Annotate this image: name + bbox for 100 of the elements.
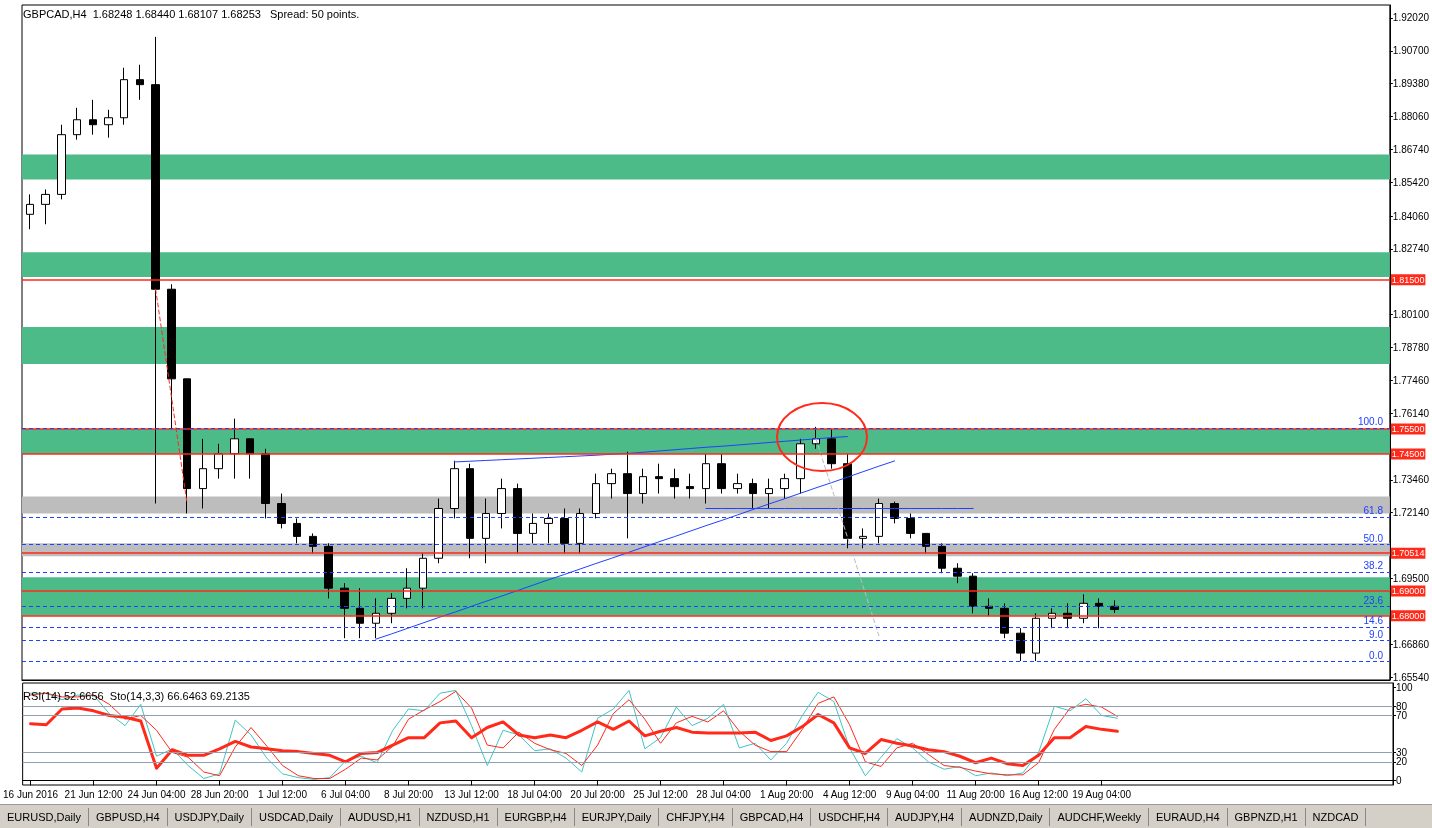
candlestick — [655, 463, 663, 495]
y-tick-label: 1.92020 — [1392, 12, 1430, 24]
x-tick-label: 13 Jul 12:00 — [444, 788, 500, 800]
ref-line-label: 1.69000 — [1391, 585, 1425, 596]
chart-subtitle: Spread: 50 points. — [270, 7, 360, 20]
candlestick — [73, 107, 81, 141]
ref-line-label: 1.75500 — [1391, 424, 1425, 435]
text: GBPUSD,H4 — [88, 808, 168, 826]
y-tick-label: 1.65540 — [1392, 671, 1430, 683]
candlestick — [733, 473, 742, 495]
candlestick — [1016, 627, 1025, 662]
y-tick-label: 1.69500 — [1392, 572, 1430, 584]
candlestick — [529, 512, 537, 544]
ref-line-label: 1.81500 — [1391, 274, 1425, 285]
text: GBPCAD,H4 — [732, 808, 812, 826]
annotation: 38.2 — [1363, 560, 1384, 572]
candlestick — [482, 498, 490, 564]
text: AUDUSD,H1 — [341, 808, 420, 826]
candlestick — [277, 493, 286, 529]
candlestick — [686, 473, 694, 500]
y-tick-label: 1.86740 — [1392, 143, 1430, 155]
text: NZDUSD,H1 — [419, 808, 498, 826]
candlestick — [1000, 602, 1009, 639]
y-tick-label: 1.76140 — [1392, 407, 1430, 419]
candlestick — [780, 473, 789, 500]
annotation: 23.6 — [1363, 594, 1384, 606]
candlestick — [434, 498, 443, 564]
candlestick — [969, 572, 977, 614]
y-tick-label: 1.80100 — [1392, 309, 1430, 321]
candlestick — [749, 478, 757, 509]
text: USDCHF,H4 — [811, 808, 888, 826]
x-tick-label: 1 Aug 20:00 — [759, 788, 814, 800]
candlestick — [450, 460, 459, 519]
candlestick — [560, 508, 569, 554]
candlestick — [513, 483, 522, 554]
candlestick — [702, 453, 710, 505]
y-tick-label: 100 — [1396, 682, 1414, 694]
x-tick-label: 16 Jun 2016 — [2, 788, 59, 800]
candlestick — [1095, 597, 1103, 629]
y-tick-label: 1.90700 — [1392, 45, 1430, 57]
candlestick — [623, 451, 632, 539]
candlestick — [151, 36, 160, 505]
y-tick-label: 1.78780 — [1392, 341, 1430, 353]
candlestick — [57, 124, 66, 200]
x-tick-label: 9 Aug 04:00 — [885, 788, 940, 800]
text: NZDCAD — [1305, 808, 1367, 826]
candlestick — [230, 418, 239, 480]
candlestick — [120, 67, 128, 126]
x-tick-label: 25 Jul 12:00 — [633, 788, 689, 800]
candlestick — [639, 468, 647, 505]
y-tick-label: 30 — [1396, 747, 1408, 759]
candlestick — [167, 283, 176, 430]
y-tick-label: 70 — [1396, 709, 1408, 721]
candlestick — [387, 592, 396, 624]
x-tick-label: 24 Jun 04:00 — [127, 788, 186, 800]
candlestick — [419, 552, 427, 609]
candlestick — [261, 448, 270, 519]
text: GBPNZD,H1 — [1227, 808, 1306, 826]
text: USDJPY,Daily — [167, 808, 253, 826]
x-tick-label: 4 Aug 12:00 — [822, 788, 877, 800]
x-tick-label: 28 Jul 04:00 — [696, 788, 752, 800]
y-tick-label: 1.88060 — [1392, 111, 1430, 122]
y-tick-label: 1.77460 — [1392, 374, 1430, 386]
candlestick — [214, 443, 223, 480]
text: AUDNZD,Daily — [962, 808, 1051, 826]
candlestick — [89, 99, 97, 136]
y-tick-label: 80 — [1396, 700, 1408, 712]
line-series — [453, 436, 848, 463]
candlestick — [576, 508, 584, 554]
annotation: 14.6 — [1363, 615, 1384, 627]
text: EURUSD,Daily — [0, 808, 89, 826]
ref-line-label: 1.74500 — [1391, 449, 1425, 459]
candlestick — [843, 453, 852, 549]
text: EURAUD,H4 — [1148, 808, 1228, 826]
x-tick-label: 19 Aug 04:00 — [1072, 788, 1132, 800]
x-tick-label: 28 Jun 20:00 — [190, 788, 249, 800]
x-tick-label: 6 Jul 04:00 — [321, 788, 371, 800]
text: USDCAD,Daily — [252, 808, 342, 826]
chart-title: GBPCAD,H4 1.68248 1.68440 1.68107 1.68253 — [23, 7, 261, 20]
candlestick — [136, 64, 144, 101]
text: EURGBP,H4 — [497, 808, 575, 826]
annotation: 0.0 — [1369, 649, 1384, 661]
y-tick-label: 1.82740 — [1392, 243, 1430, 255]
annotation: 50.0 — [1363, 532, 1384, 544]
candlestick — [1032, 612, 1040, 662]
annotation: 61.8 — [1363, 505, 1384, 517]
text: AUDJPY,H4 — [888, 808, 963, 826]
candlestick — [26, 193, 34, 230]
y-tick-label: 1.73460 — [1392, 474, 1430, 486]
candlestick — [607, 468, 616, 500]
candlestick — [293, 517, 301, 544]
x-tick-label: 11 Aug 20:00 — [946, 788, 1006, 800]
candlestick — [199, 438, 207, 509]
candlestick — [41, 188, 50, 225]
x-tick-label: 1 Jul 12:00 — [258, 788, 308, 800]
text: CHFJPY,H4 — [659, 808, 733, 826]
candlestick — [497, 478, 506, 529]
candlestick — [246, 438, 254, 480]
y-tick-label: 20 — [1396, 756, 1408, 768]
candlestick — [340, 582, 349, 639]
